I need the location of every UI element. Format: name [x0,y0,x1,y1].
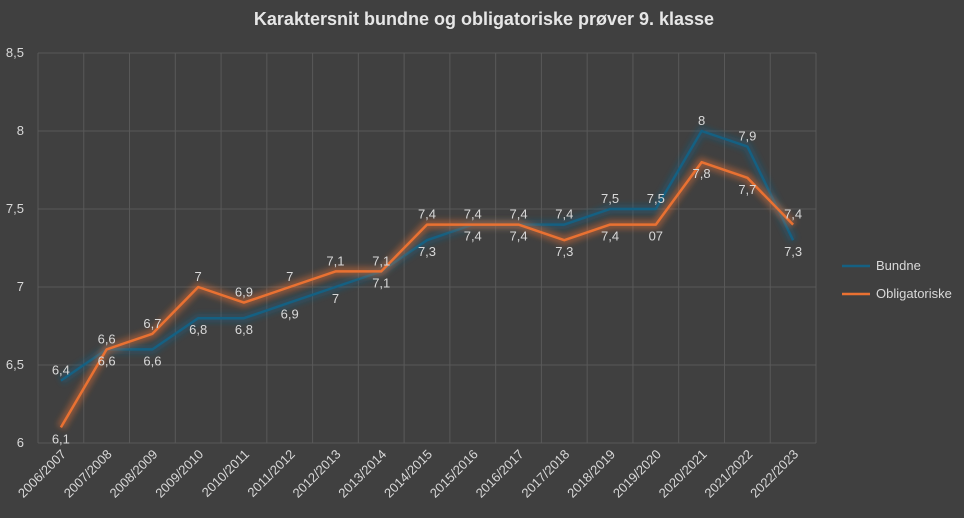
data-label: 6,1 [52,431,70,446]
data-label: 7,4 [509,229,527,244]
data-label: 6,6 [98,353,116,368]
data-label: 7,5 [647,191,665,206]
x-axis: 2006/20072007/20082008/20092009/20102010… [15,447,801,501]
data-label: 7,4 [601,229,619,244]
series-line-bundne [60,129,795,382]
data-label: 7,1 [372,275,390,290]
x-tick-label: 2013/2014 [335,447,389,501]
data-label: 8 [698,113,705,128]
data-label: 7 [195,269,202,284]
data-label: 7,4 [418,207,436,222]
series-layer [57,126,798,430]
x-tick-label: 2019/2020 [610,447,664,501]
legend: Bundne Obligatoriske [842,258,952,301]
gridlines [37,52,817,444]
legend-label-bundne: Bundne [876,258,921,273]
data-label: 7,4 [509,207,527,222]
data-label: 07 [649,229,663,244]
data-label: 7,4 [464,207,482,222]
x-tick-label: 2010/2011 [199,447,252,500]
y-tick-label: 8 [17,123,24,138]
data-label: 7,3 [555,244,573,259]
x-tick-label: 2020/2021 [656,447,710,501]
legend-label-obligatoriske: Obligatoriske [876,286,952,301]
y-tick-label: 6,5 [6,357,24,372]
data-label: 7,9 [738,129,756,144]
x-tick-label: 2011/2012 [244,447,297,500]
data-label: 7,8 [693,166,711,181]
x-tick-label: 2008/2009 [106,447,160,501]
x-tick-label: 2012/2013 [290,447,344,501]
data-label: 7,7 [738,182,756,197]
data-label: 6,9 [281,307,299,322]
y-tick-label: 7 [17,279,24,294]
data-label: 7,1 [372,253,390,268]
x-tick-label: 2006/2007 [15,447,69,501]
data-label: 7,1 [326,253,344,268]
data-label: 6,6 [143,353,161,368]
x-tick-label: 2007/2008 [61,447,115,501]
data-labels: 6,4 6,1 6,6 6,6 6,7 6,6 7 6,8 6,9 6,8 7 6,9 7,1 7 7,1 7… [52,113,802,446]
y-axis: 6 6,5 7 7,5 8 8,5 [6,45,24,450]
data-label: 7,3 [418,244,436,259]
data-label: 7,4 [464,229,482,244]
chart-title: Karaktersnit bundne og obligatoriske prø… [254,9,714,29]
x-tick-label: 2017/2018 [518,447,572,501]
data-label: 7 [332,291,339,306]
x-tick-label: 2016/2017 [473,447,527,501]
data-label: 7,4 [784,207,802,222]
x-tick-label: 2022/2023 [747,447,801,501]
data-label: 7,5 [601,191,619,206]
data-label: 6,6 [98,331,116,346]
data-label: 6,4 [52,363,70,378]
x-tick-label: 2018/2019 [564,447,618,501]
y-tick-label: 8,5 [6,45,24,60]
data-label: 6,8 [235,322,253,337]
x-tick-label: 2021/2022 [701,447,755,501]
series-glow-obligatoriske [57,157,797,430]
data-label: 6,7 [143,316,161,331]
y-tick-label: 6 [17,435,24,450]
x-tick-label: 2009/2010 [152,447,206,501]
x-tick-label: 2014/2015 [381,447,435,501]
series-line-obligatoriske [59,160,794,429]
data-label: 6,8 [189,322,207,337]
data-label: 7,4 [555,207,573,222]
data-label: 7 [286,269,293,284]
data-label: 7,3 [784,244,802,259]
data-label: 6,9 [235,285,253,300]
x-tick-label: 2015/2016 [427,447,481,501]
y-tick-label: 7,5 [6,201,24,216]
